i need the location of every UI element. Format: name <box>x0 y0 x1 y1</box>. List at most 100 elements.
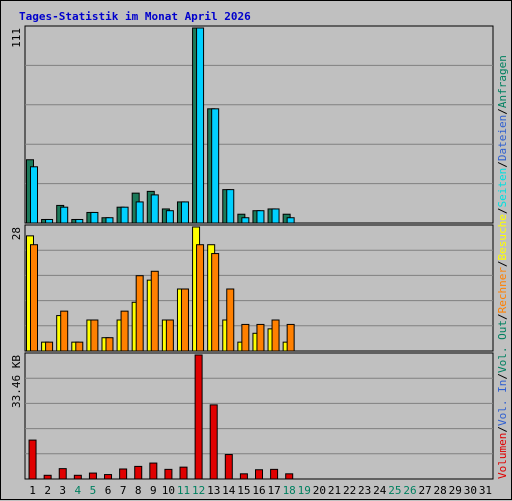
bar-dateien-day-7 <box>120 206 129 224</box>
bar-dateien-day-9 <box>150 194 159 224</box>
bar-rechner-day-13 <box>211 253 220 352</box>
panel-volume: 33.46 KB <box>10 352 494 480</box>
bar-volumen-day-18 <box>285 473 294 480</box>
bar-volumen-day-5 <box>88 472 97 480</box>
bar-rechner-day-1 <box>30 244 38 352</box>
x-tick-label: 4 <box>75 484 82 497</box>
legend-item: Vol. Out <box>496 320 509 373</box>
panel-hits-ylabel: 111 <box>10 28 23 48</box>
bar-dateien-day-11 <box>180 201 189 224</box>
bar-rechner-day-5 <box>90 319 99 352</box>
bar-volumen-day-6 <box>104 474 113 480</box>
bar-rechner-day-15 <box>241 323 250 352</box>
legend-separator: / <box>496 207 509 214</box>
x-tick-label: 13 <box>207 484 220 497</box>
panel-visits: 28 <box>10 224 494 352</box>
bar-dateien-day-12 <box>196 27 205 224</box>
bar-volumen-day-9 <box>149 462 158 480</box>
x-tick-label: 2 <box>44 484 51 497</box>
bar-volumen-day-12 <box>194 354 203 480</box>
bar-dateien-day-13 <box>211 108 220 224</box>
legend-item: Dateien <box>496 115 509 161</box>
bar-rechner-day-6 <box>105 337 114 352</box>
bar-rechner-day-18 <box>286 323 295 352</box>
x-tick-label: 31 <box>479 484 492 497</box>
x-tick-label: 6 <box>105 484 112 497</box>
bar-dateien-day-3 <box>60 206 69 224</box>
bar-volumen-day-17 <box>270 468 279 480</box>
legend-item: Anfragen <box>496 55 509 108</box>
chart-panels: 111 28 33.46 KB <box>10 25 494 480</box>
bar-rechner-day-12 <box>196 244 205 352</box>
bar-volumen-day-15 <box>239 473 248 480</box>
x-tick-label: 20 <box>313 484 326 497</box>
legend-item: Vol. In <box>496 380 509 426</box>
bar-volumen-day-7 <box>119 468 128 480</box>
legend-item: Seiten <box>496 168 509 208</box>
x-tick-label: 24 <box>373 484 387 497</box>
legend-item: Besuche <box>496 214 509 260</box>
x-tick-label: 14 <box>222 484 236 497</box>
x-tick-label: 1 <box>29 484 36 497</box>
bar-rechner-day-10 <box>165 319 174 352</box>
bar-rechner-day-14 <box>226 288 235 352</box>
bar-dateien-day-8 <box>135 201 144 224</box>
bar-volumen-day-16 <box>255 469 263 480</box>
legend-item: Volumen <box>496 433 509 479</box>
bar-dateien-day-15 <box>241 217 250 224</box>
panel-hits-frame <box>24 25 494 224</box>
x-tick-label: 28 <box>434 484 447 497</box>
bar-dateien-day-10 <box>165 210 174 224</box>
x-tick-label: 9 <box>150 484 157 497</box>
x-tick-label: 3 <box>59 484 66 497</box>
x-tick-label: 18 <box>283 484 296 497</box>
bar-volumen-day-11 <box>179 466 188 480</box>
x-tick-label: 23 <box>358 484 371 497</box>
x-tick-label: 19 <box>298 484 311 497</box>
bar-volumen-day-4 <box>73 474 82 480</box>
bar-dateien-day-14 <box>226 189 235 224</box>
legend-separator: / <box>496 373 509 380</box>
x-tick-label: 30 <box>464 484 477 497</box>
bar-rechner-day-9 <box>150 270 159 352</box>
legend-separator: / <box>496 426 509 433</box>
bar-dateien-day-18 <box>286 217 295 224</box>
x-tick-label: 29 <box>449 484 462 497</box>
bar-dateien-day-16 <box>256 210 265 224</box>
x-tick-label: 7 <box>120 484 127 497</box>
x-tick-label: 27 <box>418 484 431 497</box>
panel-volume-ylabel: 33.46 KB <box>10 355 23 408</box>
legend-separator: / <box>496 260 509 267</box>
legend-separator: / <box>496 161 509 168</box>
x-tick-label: 10 <box>162 484 175 497</box>
x-tick-label: 5 <box>90 484 97 497</box>
bar-dateien-day-1 <box>30 166 38 224</box>
chart-title: Tages-Statistik im Monat April 2026 <box>19 10 251 23</box>
bar-volumen-day-10 <box>164 468 173 480</box>
bar-rechner-day-7 <box>120 310 129 352</box>
legend-separator: / <box>496 108 509 115</box>
bar-rechner-day-8 <box>135 275 144 352</box>
x-tick-label: 8 <box>135 484 142 497</box>
bar-volumen-day-2 <box>43 474 52 480</box>
bar-volumen-day-1 <box>28 439 37 480</box>
legend-text: Volumen/Vol. In/Vol. Out/Rechner/Besuche… <box>496 55 509 479</box>
bar-dateien-day-2 <box>45 218 54 224</box>
bar-rechner-day-2 <box>45 341 54 352</box>
bar-volumen-day-8 <box>134 465 143 480</box>
bar-rechner-day-4 <box>75 341 84 352</box>
x-tick-label: 16 <box>252 484 265 497</box>
panel-hits: 111 <box>10 25 494 224</box>
bar-volumen-day-3 <box>58 468 67 480</box>
legend-item: Rechner <box>496 267 509 314</box>
x-tick-label: 11 <box>177 484 190 497</box>
x-tick-label: 22 <box>343 484 356 497</box>
bar-volumen-day-14 <box>224 454 233 480</box>
x-tick-label: 25 <box>388 484 401 497</box>
x-tick-label: 15 <box>237 484 250 497</box>
bar-dateien-day-17 <box>271 208 280 224</box>
bar-rechner-day-11 <box>180 288 189 352</box>
bar-dateien-day-5 <box>90 211 99 224</box>
